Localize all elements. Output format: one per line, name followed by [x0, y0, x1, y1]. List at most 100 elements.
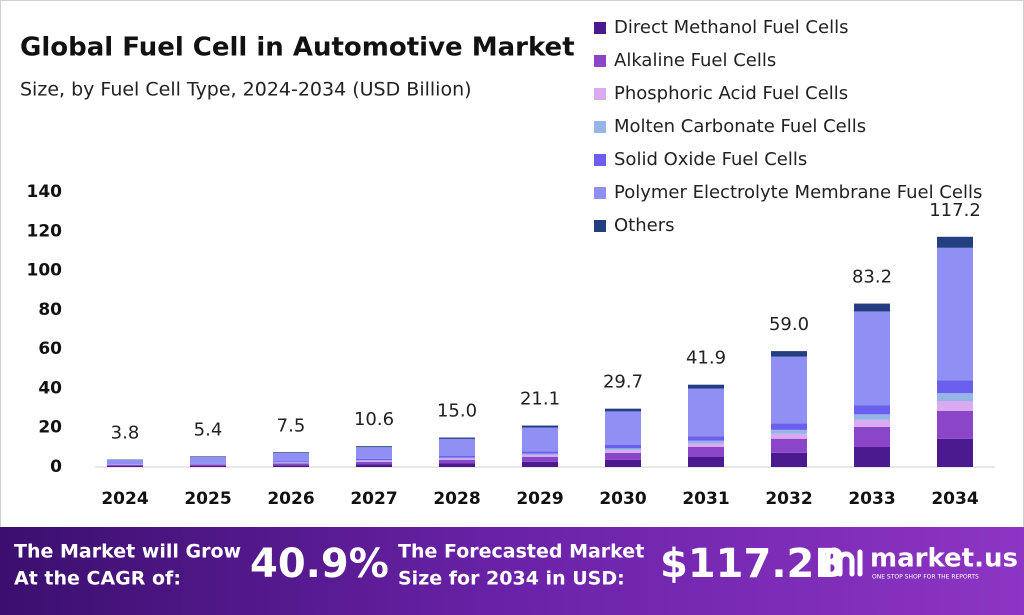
bar-segment — [522, 453, 558, 456]
bar-segment — [356, 460, 392, 462]
bar-segment — [688, 443, 724, 447]
brand-logo — [825, 547, 863, 577]
bar-segment — [937, 393, 973, 401]
bar-segment — [439, 458, 475, 460]
bar-segment — [439, 437, 475, 439]
bar-segment — [439, 463, 475, 467]
x-tick-label: 2024 — [101, 489, 148, 509]
legend-swatch — [594, 55, 606, 67]
forecast-value: $117.2B — [660, 541, 845, 587]
bar-segment — [771, 429, 807, 434]
legend-label: Solid Oxide Fuel Cells — [614, 149, 807, 170]
bar-segment — [190, 465, 226, 467]
y-tick-label: 80 — [38, 300, 62, 320]
total-label: 5.4 — [194, 419, 223, 440]
bar-segment — [854, 303, 890, 312]
bar-segment — [771, 423, 807, 430]
brand-tagline: ONE STOP SHOP FOR THE REPORTS — [872, 574, 979, 581]
bar-segment — [190, 464, 226, 466]
bar-segment — [771, 351, 807, 357]
total-label: 41.9 — [686, 348, 726, 369]
bar-segment — [439, 438, 475, 456]
bar-segment — [522, 461, 558, 467]
bar-segment — [522, 456, 558, 462]
bar-segment — [190, 456, 226, 463]
bar-segment — [854, 311, 890, 406]
legend-swatch — [594, 187, 606, 199]
bar-segment — [688, 388, 724, 437]
legend-label: Direct Methanol Fuel Cells — [614, 17, 848, 38]
bar-segment — [605, 459, 641, 467]
brand-name: market.us — [870, 544, 1018, 574]
x-tick-label: 2033 — [848, 489, 895, 509]
total-label: 83.2 — [852, 267, 892, 288]
x-tick-label: 2034 — [931, 489, 978, 509]
bar-segment — [688, 456, 724, 467]
bar-segment — [854, 405, 890, 415]
legend-label: Phosphoric Acid Fuel Cells — [614, 83, 848, 104]
bar-segment — [605, 452, 641, 460]
footer-text: The Forecasted Market — [398, 541, 644, 563]
x-tick-label: 2026 — [267, 489, 314, 509]
bar-segment — [273, 463, 309, 466]
bar-segment — [273, 461, 309, 463]
y-tick-label: 140 — [27, 182, 63, 202]
bar-segment — [190, 462, 226, 464]
x-tick-label: 2025 — [184, 489, 231, 509]
bar-segment — [937, 380, 973, 394]
x-tick-label: 2030 — [599, 489, 646, 509]
cagr-value: 40.9% — [250, 541, 389, 587]
legend-label: Molten Carbonate Fuel Cells — [614, 116, 866, 137]
legend-swatch — [594, 154, 606, 166]
bar-segment — [273, 462, 309, 464]
bar-segment — [854, 426, 890, 447]
bar-segment — [854, 446, 890, 467]
x-tick-label: 2027 — [350, 489, 397, 509]
y-tick-label: 120 — [27, 221, 63, 241]
bar-segment — [605, 450, 641, 453]
bar-segment — [854, 414, 890, 420]
bar-segment — [522, 455, 558, 457]
footer-text: At the CAGR of: — [14, 568, 181, 590]
total-label: 3.8 — [111, 423, 140, 444]
legend-swatch — [594, 220, 606, 232]
x-tick-label: 2029 — [516, 489, 563, 509]
bar-segment — [107, 459, 143, 465]
bar-segment — [688, 436, 724, 441]
bar-segment — [688, 384, 724, 389]
bar-segment — [771, 452, 807, 467]
total-label: 117.2 — [929, 200, 981, 221]
bar-segment — [273, 462, 309, 463]
y-tick-label: 60 — [38, 339, 62, 359]
total-label: 7.5 — [277, 415, 306, 436]
total-label: 10.6 — [354, 409, 394, 430]
bar-segment — [688, 446, 724, 457]
legend-label: Polymer Electrolyte Membrane Fuel Cells — [614, 182, 982, 203]
bar-segment — [356, 447, 392, 459]
bar-segment — [190, 456, 226, 457]
bar-segment — [107, 466, 143, 467]
bar-segment — [937, 401, 973, 411]
bar-segment — [356, 458, 392, 461]
legend-label: Alkaline Fuel Cells — [614, 50, 776, 71]
bar-segment — [854, 419, 890, 427]
bar-segment — [771, 356, 807, 424]
legend-swatch — [594, 22, 606, 34]
bar-segment — [522, 451, 558, 454]
bar-segment — [605, 448, 641, 451]
bar-segment — [356, 460, 392, 461]
bar-segment — [688, 440, 724, 444]
bar-segment — [522, 425, 558, 428]
bar-segment — [439, 456, 475, 458]
bar-segment — [605, 408, 641, 412]
x-tick-label: 2032 — [765, 489, 812, 509]
bar-segment — [605, 445, 641, 449]
chart-title: Global Fuel Cell in Automotive Market — [20, 33, 575, 63]
bar-segment — [439, 459, 475, 464]
total-label: 29.7 — [603, 372, 643, 393]
legend-swatch — [594, 88, 606, 100]
footer-text: Size for 2034 in USD: — [398, 568, 625, 590]
bar-segment — [356, 464, 392, 467]
total-label: 21.1 — [520, 389, 560, 410]
